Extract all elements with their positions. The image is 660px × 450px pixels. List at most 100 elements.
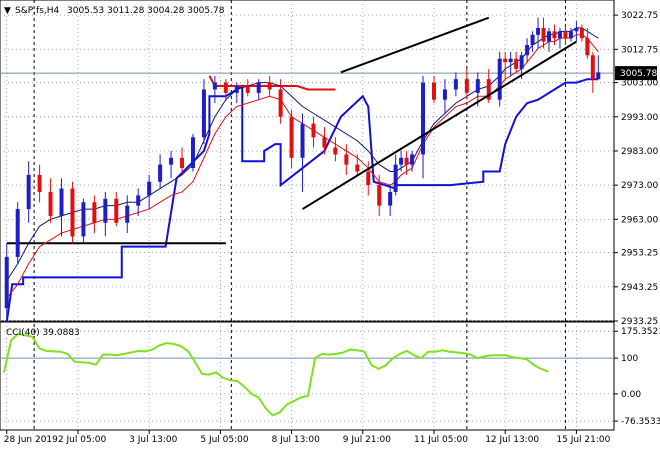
candle-body (223, 82, 228, 93)
price-tick-label: 2953.25 (621, 249, 658, 259)
cci-marks (0, 330, 614, 422)
ohlc-readout: 3005.53 3011.28 3004.28 3005.78 (67, 6, 225, 16)
candle-body (388, 191, 393, 206)
candle-body (289, 116, 294, 158)
candle-body (234, 86, 239, 93)
candle-body (596, 72, 601, 80)
candle-body (311, 123, 316, 138)
trendline-lower (302, 40, 577, 210)
candle-body (514, 58, 519, 69)
last-price-label: 3005.78 (620, 69, 657, 79)
candle-body (568, 31, 573, 39)
candle-body (590, 55, 595, 80)
candle-body (245, 86, 250, 93)
candle-body (48, 191, 53, 216)
candle-body (410, 154, 415, 165)
candle-body (525, 45, 530, 56)
price-tick-label: 2973.00 (621, 181, 658, 191)
last-price-marker (615, 66, 657, 81)
candle-body (541, 27, 546, 42)
candle-body (158, 164, 163, 182)
trendline-upper (340, 16, 490, 74)
cci-tick-label: 175.3521 (621, 327, 660, 337)
time-tick-label: 2 Jul 05:00 (58, 435, 107, 445)
candle-body (536, 27, 541, 35)
candle-body (393, 164, 398, 192)
time-tick-label: 9 Jul 21:00 (343, 435, 392, 445)
time-tick-label: 12 Jul 13:00 (485, 435, 539, 445)
grid-layer (0, 0, 614, 430)
candle-body (26, 174, 31, 210)
candle-body (585, 38, 590, 56)
candle-body (169, 157, 174, 165)
candle-body (125, 205, 130, 223)
price-tick-label: 2933.25 (621, 317, 658, 327)
candle-body (453, 79, 458, 90)
candle-body (574, 27, 579, 32)
candle-body (103, 198, 108, 223)
cci-line (3, 332, 549, 417)
candle-body (114, 198, 119, 223)
candle-body (212, 82, 217, 90)
candle-body (322, 137, 327, 148)
candle-body (503, 58, 508, 63)
candle-body (256, 82, 261, 93)
ema-slow-line (6, 27, 599, 282)
candle-body (547, 31, 552, 42)
candle-body (147, 181, 152, 196)
cci-tick-label: 100 (621, 354, 638, 364)
price-tick-label: 3012.75 (621, 45, 658, 55)
candle-body (344, 154, 349, 165)
candle-body (508, 58, 513, 63)
axis-layer: 3022.75 3012.75 3003.00 2993.00 2983.00 2973.… (4, 11, 660, 445)
candle-body (201, 89, 206, 138)
time-tick-label: 15 Jul 21:00 (556, 435, 610, 445)
cci-tick-label: -76.3533 (621, 417, 660, 427)
candle-body (552, 31, 557, 39)
candle-body (136, 195, 141, 206)
time-tick-label: 3 Jul 13:00 (129, 435, 178, 445)
price-tick-label: 2983.00 (621, 147, 658, 157)
chart-title: S&P,fs,H4 (15, 6, 60, 16)
candle-body (15, 209, 20, 257)
time-tick-label: 28 Jun 2019 (4, 435, 58, 445)
candle-body (579, 27, 584, 39)
candle-body (497, 58, 502, 100)
price-tick-label: 2993.00 (621, 113, 658, 123)
candle-body (92, 202, 97, 223)
candle-body (442, 89, 447, 100)
candle-body (475, 79, 480, 93)
candle-body (70, 188, 75, 237)
candle-body (300, 123, 305, 158)
candle-body (81, 202, 86, 237)
candle-body (377, 185, 382, 206)
candle-body (267, 82, 272, 90)
price-tick-label: 2943.25 (621, 283, 658, 293)
candle-body (519, 55, 524, 69)
time-tick-label: 8 Jul 13:00 (272, 435, 321, 445)
cci-panel-frame (0, 321, 615, 431)
time-tick-label: 11 Jul 05:00 (414, 435, 468, 445)
candle-body (355, 164, 360, 172)
price-tick-label: 2963.00 (621, 215, 658, 225)
price-tick-label: 3003.00 (621, 79, 658, 89)
candle-body (37, 174, 42, 192)
candle-body (486, 79, 491, 100)
price-marks (4, 16, 601, 322)
time-tick-label: 5 Jul 05:00 (200, 435, 249, 445)
candle-body (399, 157, 404, 165)
candle-body (333, 147, 338, 155)
candle-body (366, 171, 371, 186)
cci-label: CCI(40) 39.0883 (6, 328, 80, 338)
candle-body (563, 31, 568, 39)
candle-body (464, 79, 469, 93)
candle-body (404, 157, 409, 165)
candle-body (180, 157, 185, 169)
candle-body (421, 82, 426, 155)
candle-body (530, 34, 535, 46)
price-panel-frame (0, 0, 615, 322)
candle-body (59, 188, 64, 216)
price-tick-label: 3022.75 (621, 11, 658, 21)
candle-body (4, 256, 9, 309)
